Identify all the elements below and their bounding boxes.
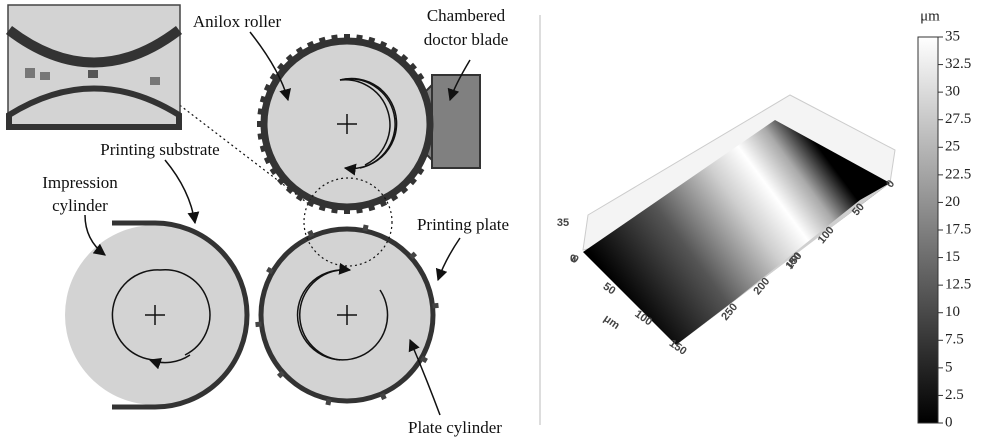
colorbar-tick-label: 20 (945, 194, 960, 210)
axis-tick-label: 150 (667, 337, 689, 357)
tooth (331, 207, 338, 214)
colorbar (918, 37, 938, 423)
doctor-blade (432, 75, 480, 168)
tooth (356, 207, 363, 214)
label: Impression (42, 173, 118, 192)
colorbar-tick-label: 30 (945, 84, 960, 100)
colorbar-tick-label: 35 (945, 28, 960, 44)
colorbar-tick-label: 22.5 (945, 166, 971, 182)
colorbar-tick-label: 12.5 (945, 277, 971, 293)
plate-relief (432, 303, 438, 309)
surface-plot (583, 95, 895, 345)
label: Anilox roller (193, 12, 282, 31)
axis-unit: μm (601, 313, 622, 332)
plate-relief (255, 322, 261, 328)
tooth (344, 208, 350, 214)
colorbar-tick-label: 17.5 (945, 221, 971, 237)
inset (8, 5, 180, 128)
colorbar-tick-label: 2.5 (945, 387, 964, 403)
colorbar-tick-label: 25 (945, 139, 960, 155)
colorbar-tick-label: 5 (945, 359, 953, 375)
tooth (257, 133, 264, 140)
colorbar-tick-label: 15 (945, 249, 960, 265)
tooth (344, 34, 350, 40)
label: doctor blade (424, 30, 509, 49)
colorbar-unit: μm (920, 8, 940, 24)
label: Printing plate (417, 215, 509, 234)
label: Printing substrate (100, 140, 219, 159)
rollers: Anilox roller Chambered doctor blade Pri… (8, 5, 509, 437)
tooth (331, 34, 338, 41)
label: cylinder (52, 196, 108, 215)
tooth (257, 108, 264, 115)
colorbar-tick-label: 32.5 (945, 56, 971, 72)
figure: Anilox roller Chambered doctor blade Pri… (0, 0, 984, 440)
tooth (356, 34, 363, 41)
axis-tick-label: 0 (570, 253, 576, 265)
colorbar-tick-label: 10 (945, 304, 960, 320)
tooth (257, 121, 263, 127)
label: Plate cylinder (408, 418, 502, 437)
colorbar-tick-label: 27.5 (945, 111, 971, 127)
colorbar-tick-label: 7.5 (945, 332, 964, 348)
axis-tick-label: 35 (557, 217, 569, 229)
colorbar-tick-label: 0 (945, 414, 953, 430)
label: Chambered (427, 6, 506, 25)
